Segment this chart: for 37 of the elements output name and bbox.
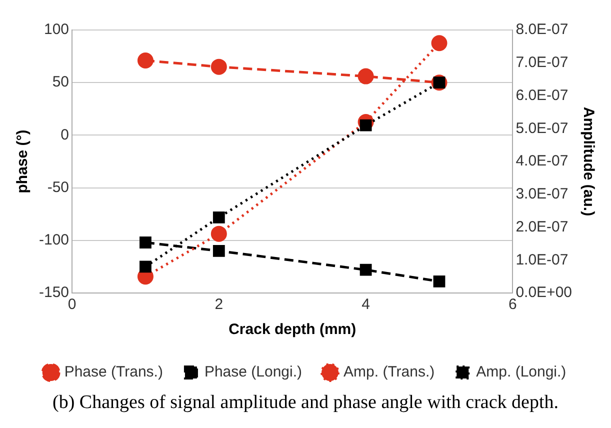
point xyxy=(140,236,152,248)
legend-label: Phase (Trans.) xyxy=(64,364,163,381)
y-tick-label: 50 xyxy=(52,74,70,91)
point xyxy=(431,35,448,52)
y-axis-title: phase (°) xyxy=(14,130,32,194)
y-tick-label: 0 xyxy=(60,126,70,144)
x-tick-label: 4 xyxy=(362,296,370,314)
legend-label: Amp. (Trans.) xyxy=(344,364,435,381)
y2-tick-label: 8.0E-07 xyxy=(516,21,568,38)
point xyxy=(358,68,374,84)
point xyxy=(210,58,227,75)
y2-axis-title: Amplitude (au.) xyxy=(580,106,597,216)
point xyxy=(212,211,225,224)
y2-tick-label: 7.0E-07 xyxy=(516,54,568,72)
y2-tick-label: 1.0E-07 xyxy=(516,251,568,268)
y2-tick-label: 4.0E-07 xyxy=(516,152,568,170)
x-tick-label: 6 xyxy=(508,296,517,314)
x-axis-title: Crack depth (mm) xyxy=(228,321,356,338)
y-tick-label: 100 xyxy=(44,21,70,38)
y-tick-label: -150 xyxy=(38,284,70,302)
point xyxy=(140,260,152,273)
y2-tick-label: 6.0E-07 xyxy=(516,86,568,104)
x-tick-label: 2 xyxy=(214,296,224,314)
y-tick-label: -100 xyxy=(38,232,70,249)
legend-label: Phase (Longi.) xyxy=(204,364,302,381)
point xyxy=(210,226,227,242)
y2-tick-label: 2.0E-07 xyxy=(516,218,568,236)
y2-tick-label: 3.0E-07 xyxy=(516,186,568,203)
text: (b) Changes of signal amplitude and phase angle with crack depth. xyxy=(52,392,560,414)
y2-tick-label: 5.0E-07 xyxy=(516,120,568,137)
point xyxy=(360,264,372,276)
point xyxy=(433,275,446,288)
y2-tick-label: 0.0E+00 xyxy=(516,284,572,302)
point xyxy=(212,244,225,257)
y-tick-label: -50 xyxy=(47,178,70,196)
point xyxy=(137,52,154,69)
legend-label: Amp. (Longi.) xyxy=(476,364,566,381)
